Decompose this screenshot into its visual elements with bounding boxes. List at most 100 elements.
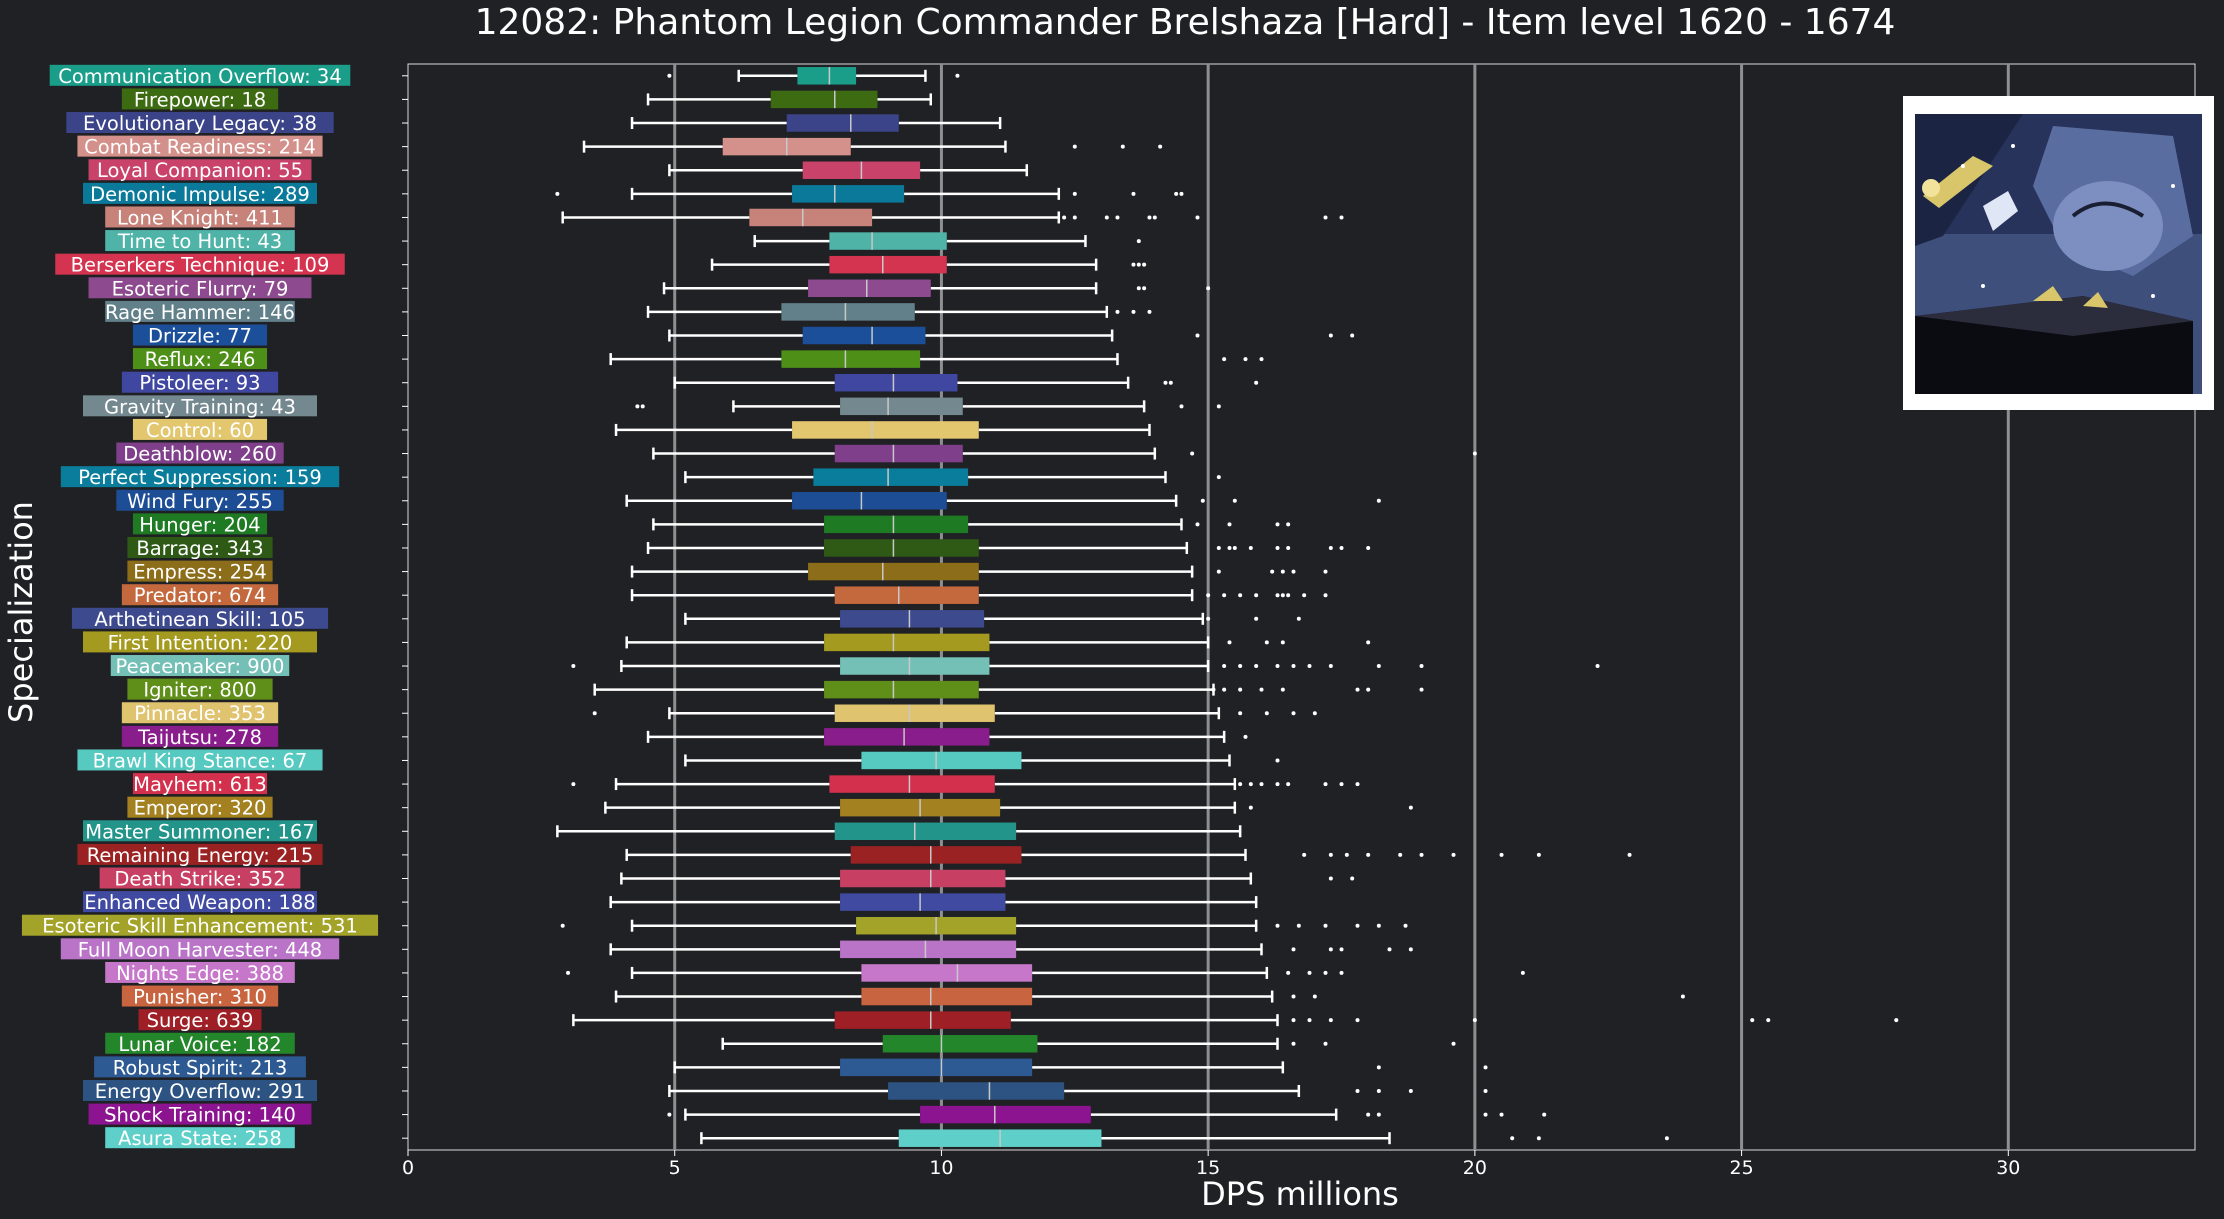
outlier-point [1238, 593, 1243, 598]
category-label: Berserkers Technique: 109 [71, 254, 330, 277]
outlier-point [1366, 852, 1371, 857]
outlier-point [1264, 640, 1269, 645]
outlier-point [640, 404, 645, 409]
outlier-point [1307, 664, 1312, 669]
outlier-point [1483, 1112, 1488, 1117]
x-tick-label-5: 5 [669, 1157, 681, 1179]
iqr-box [861, 751, 1022, 770]
iqr-box [824, 633, 990, 652]
outlier-point [1142, 262, 1147, 267]
outlier-point [1238, 687, 1243, 692]
outlier-point [1163, 380, 1168, 385]
x-tick-label-20: 20 [1463, 1157, 1487, 1179]
category-label: Loyal Companion: 55 [97, 159, 303, 182]
iqr-box [840, 1058, 1033, 1077]
iqr-box [834, 704, 995, 722]
outlier-point [667, 73, 672, 78]
outlier-point [1131, 262, 1136, 267]
category-label-background [83, 395, 317, 417]
outlier-point [1323, 1041, 1328, 1046]
outlier-point [1222, 687, 1227, 692]
outlier-point [1280, 640, 1285, 645]
outlier-point [1142, 286, 1147, 291]
category-label: Robust Spirit: 213 [113, 1056, 288, 1079]
outlier-point [1254, 664, 1259, 669]
outlier-point [1451, 1041, 1456, 1046]
category-label: Remaining Energy: 215 [87, 844, 314, 867]
outlier-point [560, 923, 565, 928]
iqr-box [786, 114, 899, 132]
outlier-point [1376, 664, 1381, 669]
outlier-point [1179, 404, 1184, 409]
category-label: Emperor: 320 [134, 797, 267, 820]
outlier-point [1195, 333, 1200, 338]
category-label: Wind Fury: 255 [127, 490, 273, 513]
category-label: Esoteric Skill Enhancement: 531 [42, 915, 358, 938]
category-label: Pistoleer: 93 [139, 372, 260, 395]
outlier-point [1296, 616, 1301, 621]
outlier-point [566, 970, 571, 975]
x-tick-label-25: 25 [1729, 1157, 1753, 1179]
outlier-point [1408, 1088, 1413, 1093]
outlier-point [1152, 215, 1157, 220]
category-label: Rage Hammer: 146 [105, 301, 295, 324]
outlier-point [1195, 215, 1200, 220]
category-label: Pinnacle: 353 [134, 702, 266, 725]
outlier-point [1499, 852, 1504, 857]
category-label: Enhanced Weapon: 188 [84, 891, 315, 914]
category-label-background [105, 300, 295, 322]
category-label-background [110, 655, 290, 677]
plot-frame [407, 63, 2196, 1151]
outlier-point [1275, 782, 1280, 787]
iqr-box [824, 515, 969, 534]
category-label-background [121, 88, 279, 110]
outlier-point [1419, 852, 1424, 857]
outlier-point [1750, 1018, 1755, 1023]
outlier-point [1232, 545, 1237, 550]
category-label: Taijutsu: 278 [137, 726, 262, 749]
category-label: Barrage: 343 [136, 537, 263, 560]
outlier-point [1222, 593, 1227, 598]
outlier-point [1328, 947, 1333, 952]
outlier-point [1286, 522, 1291, 527]
category-label-background [105, 1032, 295, 1054]
category-label-background [83, 891, 317, 913]
category-label: Mayhem: 613 [133, 773, 267, 796]
outlier-point [1510, 1136, 1515, 1141]
outlier-point [1408, 947, 1413, 952]
outlier-point [1158, 144, 1163, 149]
outlier-point [1339, 545, 1344, 550]
category-label: Peacemaker: 900 [116, 655, 285, 678]
outlier-point [1307, 970, 1312, 975]
outlier-point [1275, 664, 1280, 669]
outlier-point [1238, 664, 1243, 669]
iqr-box [781, 350, 921, 368]
category-label-background [132, 513, 268, 535]
outlier-point [592, 711, 597, 716]
category-label: Empress: 254 [133, 561, 267, 584]
category-label: Nights Edge: 388 [116, 962, 284, 985]
iqr-box [792, 421, 979, 439]
outlier-point [1376, 1112, 1381, 1117]
outlier-point [1520, 970, 1525, 975]
iqr-box [840, 893, 1006, 911]
category-label: Igniter: 800 [143, 679, 256, 702]
outlier-point [1254, 380, 1259, 385]
category-label: Lunar Voice: 182 [118, 1033, 281, 1056]
iqr-box [840, 657, 990, 675]
category-label-background [71, 607, 329, 629]
outlier-point [1323, 215, 1328, 220]
outlier-point [1206, 616, 1211, 621]
outlier-point [1328, 1018, 1333, 1023]
iqr-box [781, 303, 915, 321]
category-label: Gravity Training: 43 [104, 395, 296, 418]
outlier-point [1595, 664, 1600, 669]
outlier-point [1206, 593, 1211, 598]
iqr-box [813, 468, 969, 486]
outlier-point [1254, 593, 1259, 598]
iqr-box [840, 610, 985, 628]
outlier-point [1323, 782, 1328, 787]
outlier-point [1286, 545, 1291, 550]
outlier-point [1243, 357, 1248, 362]
